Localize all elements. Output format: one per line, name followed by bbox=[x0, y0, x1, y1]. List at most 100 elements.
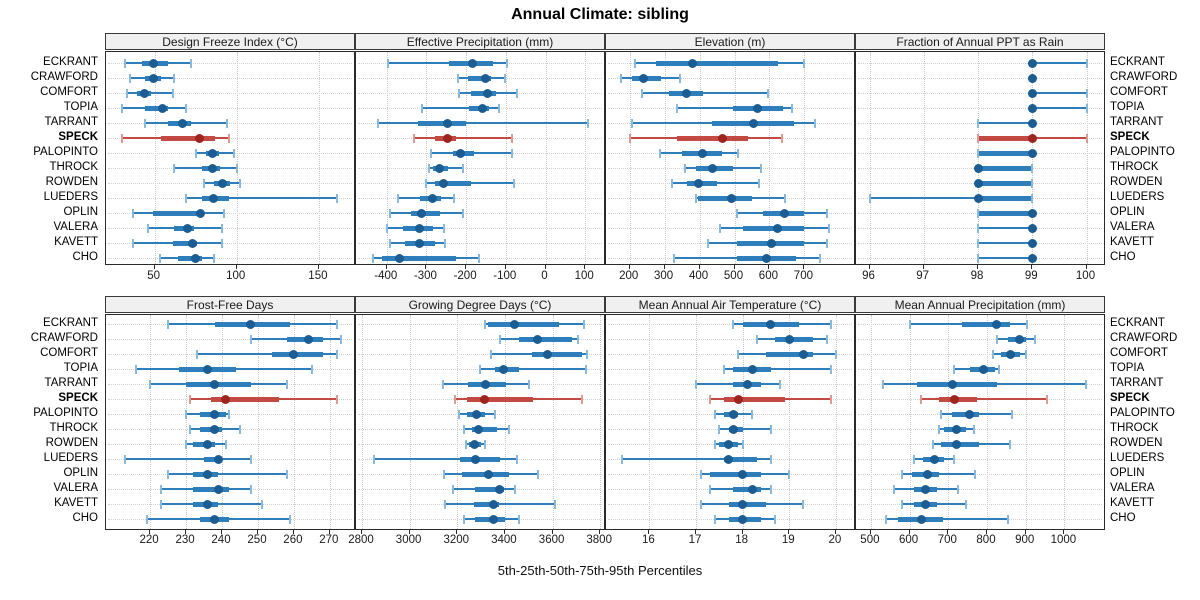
tick-label: 3000 bbox=[395, 534, 422, 546]
median-dot bbox=[780, 208, 790, 218]
station-label-right: CRAWFORD bbox=[1110, 332, 1178, 344]
station-label-right: ROWDEN bbox=[1110, 437, 1163, 449]
station-label-left: THROCK bbox=[49, 422, 98, 434]
whisker-cap bbox=[388, 239, 391, 248]
whisker-cap bbox=[937, 425, 940, 434]
tick-mark bbox=[551, 530, 553, 534]
tick-mark bbox=[584, 265, 586, 269]
gridline bbox=[664, 52, 666, 264]
whisker-cap bbox=[425, 179, 428, 188]
median-dot bbox=[973, 163, 983, 173]
whisker-line bbox=[621, 458, 771, 460]
median-dot bbox=[922, 469, 932, 479]
tick-mark bbox=[1024, 530, 1026, 534]
station-label-right: ECKRANT bbox=[1110, 317, 1165, 329]
gridline bbox=[600, 315, 602, 529]
station-label-left: PALOPINTO bbox=[33, 407, 98, 419]
median-dot bbox=[766, 238, 776, 248]
panel-strip: Design Freeze Index (°C) bbox=[105, 33, 355, 50]
whisker-cap bbox=[184, 194, 187, 203]
row-guide bbox=[858, 108, 1102, 109]
whisker-cap bbox=[825, 335, 828, 344]
median-dot bbox=[951, 439, 961, 449]
median-dot bbox=[140, 88, 150, 98]
whisker-cap bbox=[713, 410, 716, 419]
median-dot bbox=[728, 409, 738, 419]
whisker-cap bbox=[741, 440, 744, 449]
chart-title: Annual Climate: sibling bbox=[511, 6, 689, 23]
station-label-right: VALERA bbox=[1110, 221, 1155, 233]
station-label-right: LUEDERS bbox=[1110, 191, 1165, 203]
station-label-right: THROCK bbox=[1110, 161, 1159, 173]
tick-label: 300 bbox=[654, 270, 674, 282]
whisker-cap bbox=[640, 89, 643, 98]
row-guide bbox=[358, 258, 602, 259]
median-dot bbox=[303, 334, 313, 344]
median-dot bbox=[749, 118, 759, 128]
station-label-right: THROCK bbox=[1110, 422, 1159, 434]
iqr-bar bbox=[978, 166, 1033, 171]
gridline bbox=[769, 52, 771, 264]
whisker-cap bbox=[167, 470, 170, 479]
median-dot bbox=[477, 103, 487, 113]
iqr-bar bbox=[978, 136, 1033, 141]
tick-mark bbox=[425, 265, 427, 269]
whisker-cap bbox=[515, 455, 518, 464]
row-guide bbox=[108, 78, 352, 79]
station-label-left: KAVETT bbox=[54, 497, 98, 509]
whisker-cap bbox=[285, 470, 288, 479]
whisker-cap bbox=[755, 335, 758, 344]
iqr-bar bbox=[475, 487, 504, 492]
tick-label: 150 bbox=[308, 270, 328, 282]
tick-label: 2800 bbox=[348, 534, 374, 546]
tick-mark bbox=[628, 265, 630, 269]
station-label-right: ROWDEN bbox=[1110, 176, 1163, 188]
station-label-right: TOPIA bbox=[1110, 362, 1145, 374]
whisker-cap bbox=[719, 224, 722, 233]
panel-strip: Growing Degree Days (°C) bbox=[355, 296, 605, 313]
median-dot bbox=[920, 499, 930, 509]
whisker-cap bbox=[537, 470, 540, 479]
whisker-cap bbox=[788, 470, 791, 479]
whisker-cap bbox=[388, 209, 391, 218]
iqr-bar bbox=[411, 211, 441, 216]
median-dot bbox=[724, 454, 734, 464]
median-dot bbox=[474, 424, 484, 434]
tick-label: 3400 bbox=[491, 534, 517, 546]
median-dot bbox=[442, 118, 452, 128]
whisker-cap bbox=[336, 395, 338, 404]
station-label-left: ECKRANT bbox=[43, 317, 98, 329]
whisker-cap bbox=[1046, 395, 1048, 404]
iqr-bar bbox=[488, 322, 559, 327]
gridline bbox=[789, 315, 791, 529]
median-dot bbox=[920, 484, 930, 494]
gridline bbox=[948, 315, 950, 529]
gridline bbox=[222, 315, 223, 529]
tick-mark bbox=[768, 265, 770, 269]
median-dot bbox=[726, 193, 736, 203]
panel-plot bbox=[105, 51, 355, 265]
whisker-cap bbox=[633, 59, 636, 68]
gridline bbox=[869, 52, 871, 264]
gridline bbox=[466, 52, 468, 264]
tick-mark bbox=[257, 530, 258, 534]
iqr-bar bbox=[418, 121, 467, 126]
whisker-cap bbox=[463, 515, 466, 524]
whisker-cap bbox=[893, 485, 896, 494]
tick-mark bbox=[292, 530, 294, 534]
gridline bbox=[150, 315, 152, 529]
median-dot bbox=[148, 58, 158, 68]
median-dot bbox=[183, 223, 192, 233]
tick-mark bbox=[947, 530, 949, 534]
gridline bbox=[386, 52, 388, 264]
row-guide bbox=[108, 93, 352, 94]
whisker-cap bbox=[675, 104, 678, 113]
whisker-line bbox=[724, 368, 832, 370]
median-dot bbox=[471, 409, 481, 419]
panel-plot bbox=[855, 51, 1105, 265]
whisker-cap bbox=[260, 500, 263, 509]
tick-label: 17 bbox=[688, 534, 702, 546]
whisker-cap bbox=[336, 350, 338, 359]
whisker-cap bbox=[977, 254, 979, 263]
station-label-left: SPECK bbox=[58, 392, 98, 404]
